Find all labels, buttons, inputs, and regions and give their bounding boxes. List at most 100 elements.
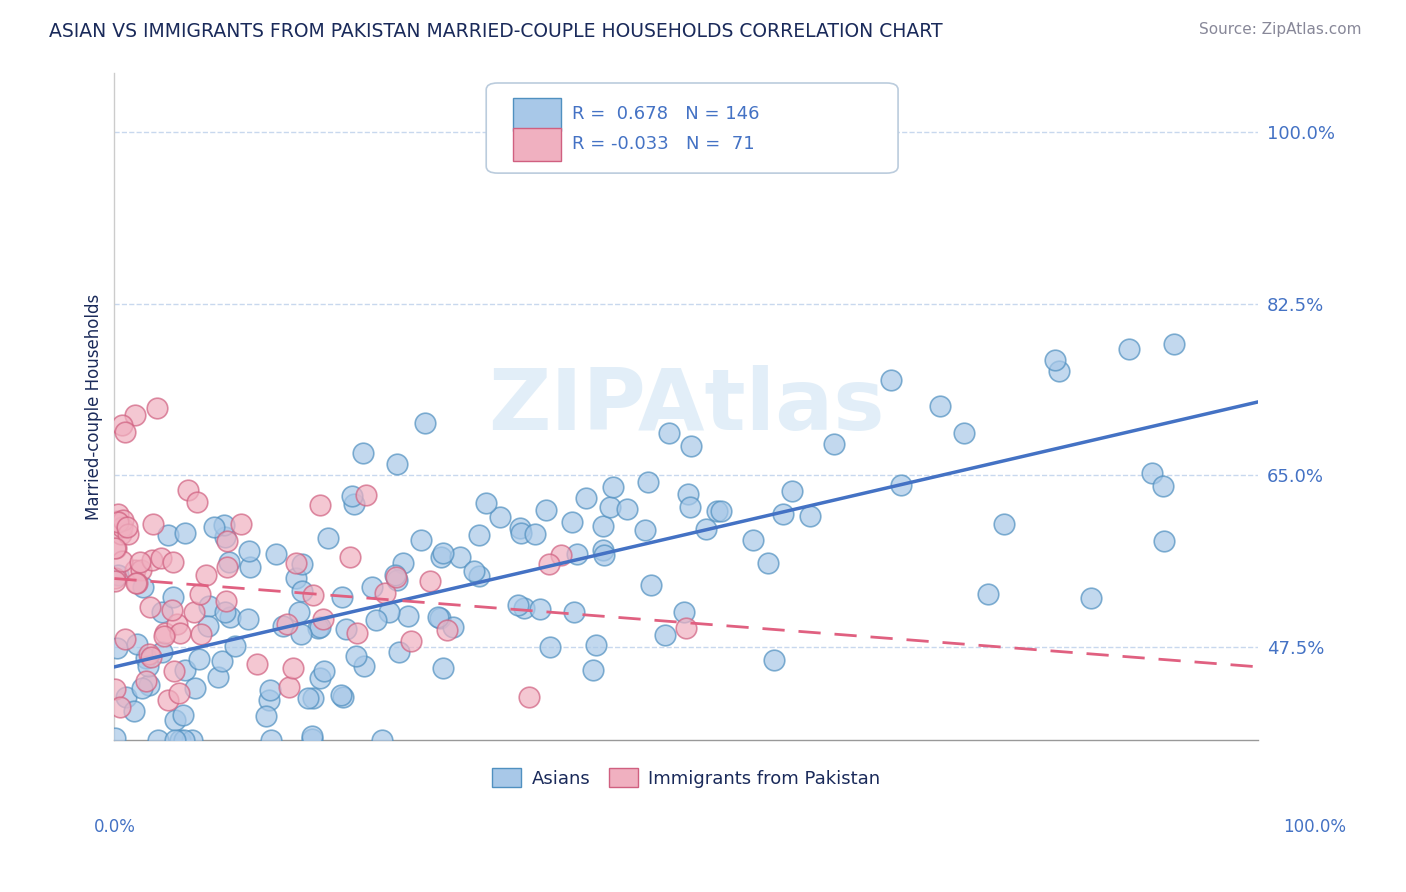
Point — [413, 416, 436, 430]
Point — [449, 549, 471, 564]
Point — [104, 682, 127, 697]
Point — [756, 556, 779, 570]
Point — [153, 629, 176, 643]
Text: ZIPAtlas: ZIPAtlas — [488, 365, 884, 449]
Point — [271, 619, 294, 633]
Point — [339, 550, 361, 565]
Point — [592, 543, 614, 558]
Point — [387, 645, 409, 659]
Point — [197, 599, 219, 614]
Point — [176, 483, 198, 498]
Point — [575, 491, 598, 505]
Point — [429, 549, 451, 564]
Point — [117, 527, 139, 541]
Point — [302, 690, 325, 705]
Point — [534, 503, 557, 517]
Point — [173, 733, 195, 747]
Point — [125, 576, 148, 591]
Point — [633, 523, 655, 537]
Text: R = -0.033   N =  71: R = -0.033 N = 71 — [572, 136, 755, 153]
Point — [110, 527, 132, 541]
Point — [107, 516, 129, 530]
Point — [229, 517, 252, 532]
Point — [245, 657, 267, 671]
Point — [585, 638, 607, 652]
Point — [139, 600, 162, 615]
Point — [340, 489, 363, 503]
Point — [149, 551, 172, 566]
Point — [211, 654, 233, 668]
Point — [167, 686, 190, 700]
Point — [260, 733, 283, 747]
Point — [254, 708, 277, 723]
Point — [361, 580, 384, 594]
Point — [330, 689, 353, 703]
Point — [103, 574, 125, 588]
Point — [637, 475, 659, 489]
Y-axis label: Married-couple Households: Married-couple Households — [86, 293, 103, 520]
Point — [285, 556, 308, 570]
Point — [138, 678, 160, 692]
Point — [110, 520, 132, 534]
Point — [224, 639, 246, 653]
Point — [162, 591, 184, 605]
Point — [309, 620, 332, 634]
Point — [378, 605, 401, 619]
Point — [132, 580, 155, 594]
Point — [928, 399, 950, 413]
Point — [128, 555, 150, 569]
Point — [354, 488, 377, 502]
Point — [259, 683, 281, 698]
Point — [1153, 533, 1175, 548]
Point — [710, 504, 733, 518]
Point — [291, 584, 314, 599]
Point — [772, 508, 794, 522]
Point — [214, 605, 236, 619]
Point — [190, 626, 212, 640]
Point — [105, 641, 128, 656]
Point — [124, 704, 146, 718]
Point — [316, 531, 339, 545]
Point — [307, 621, 329, 635]
Point — [107, 568, 129, 582]
Point — [157, 692, 180, 706]
Point — [673, 605, 696, 619]
Point — [104, 572, 127, 586]
Point — [823, 437, 845, 451]
FancyBboxPatch shape — [513, 98, 561, 131]
Point — [675, 621, 697, 635]
Point — [468, 528, 491, 542]
Point — [441, 620, 464, 634]
Point — [880, 373, 903, 387]
Point — [508, 598, 530, 612]
Point — [105, 541, 128, 556]
Point — [344, 649, 367, 664]
Text: Source: ZipAtlas.com: Source: ZipAtlas.com — [1198, 22, 1361, 37]
Point — [409, 533, 432, 547]
Point — [236, 612, 259, 626]
Point — [550, 548, 572, 562]
Point — [301, 729, 323, 743]
Point — [602, 480, 624, 494]
Point — [150, 606, 173, 620]
Point — [157, 528, 180, 542]
Point — [488, 509, 510, 524]
Point — [138, 658, 160, 673]
Point — [114, 632, 136, 646]
Point — [150, 645, 173, 659]
FancyBboxPatch shape — [486, 83, 898, 173]
Point — [654, 627, 676, 641]
Point — [427, 610, 450, 624]
Point — [509, 525, 531, 540]
Point — [181, 733, 204, 747]
Text: R =  0.678   N = 146: R = 0.678 N = 146 — [572, 105, 759, 123]
Point — [104, 541, 127, 555]
Point — [977, 587, 1000, 601]
Point — [188, 586, 211, 600]
Point — [239, 559, 262, 574]
Point — [581, 663, 603, 677]
Point — [160, 603, 183, 617]
Point — [153, 626, 176, 640]
Point — [186, 495, 208, 509]
Point — [513, 600, 536, 615]
